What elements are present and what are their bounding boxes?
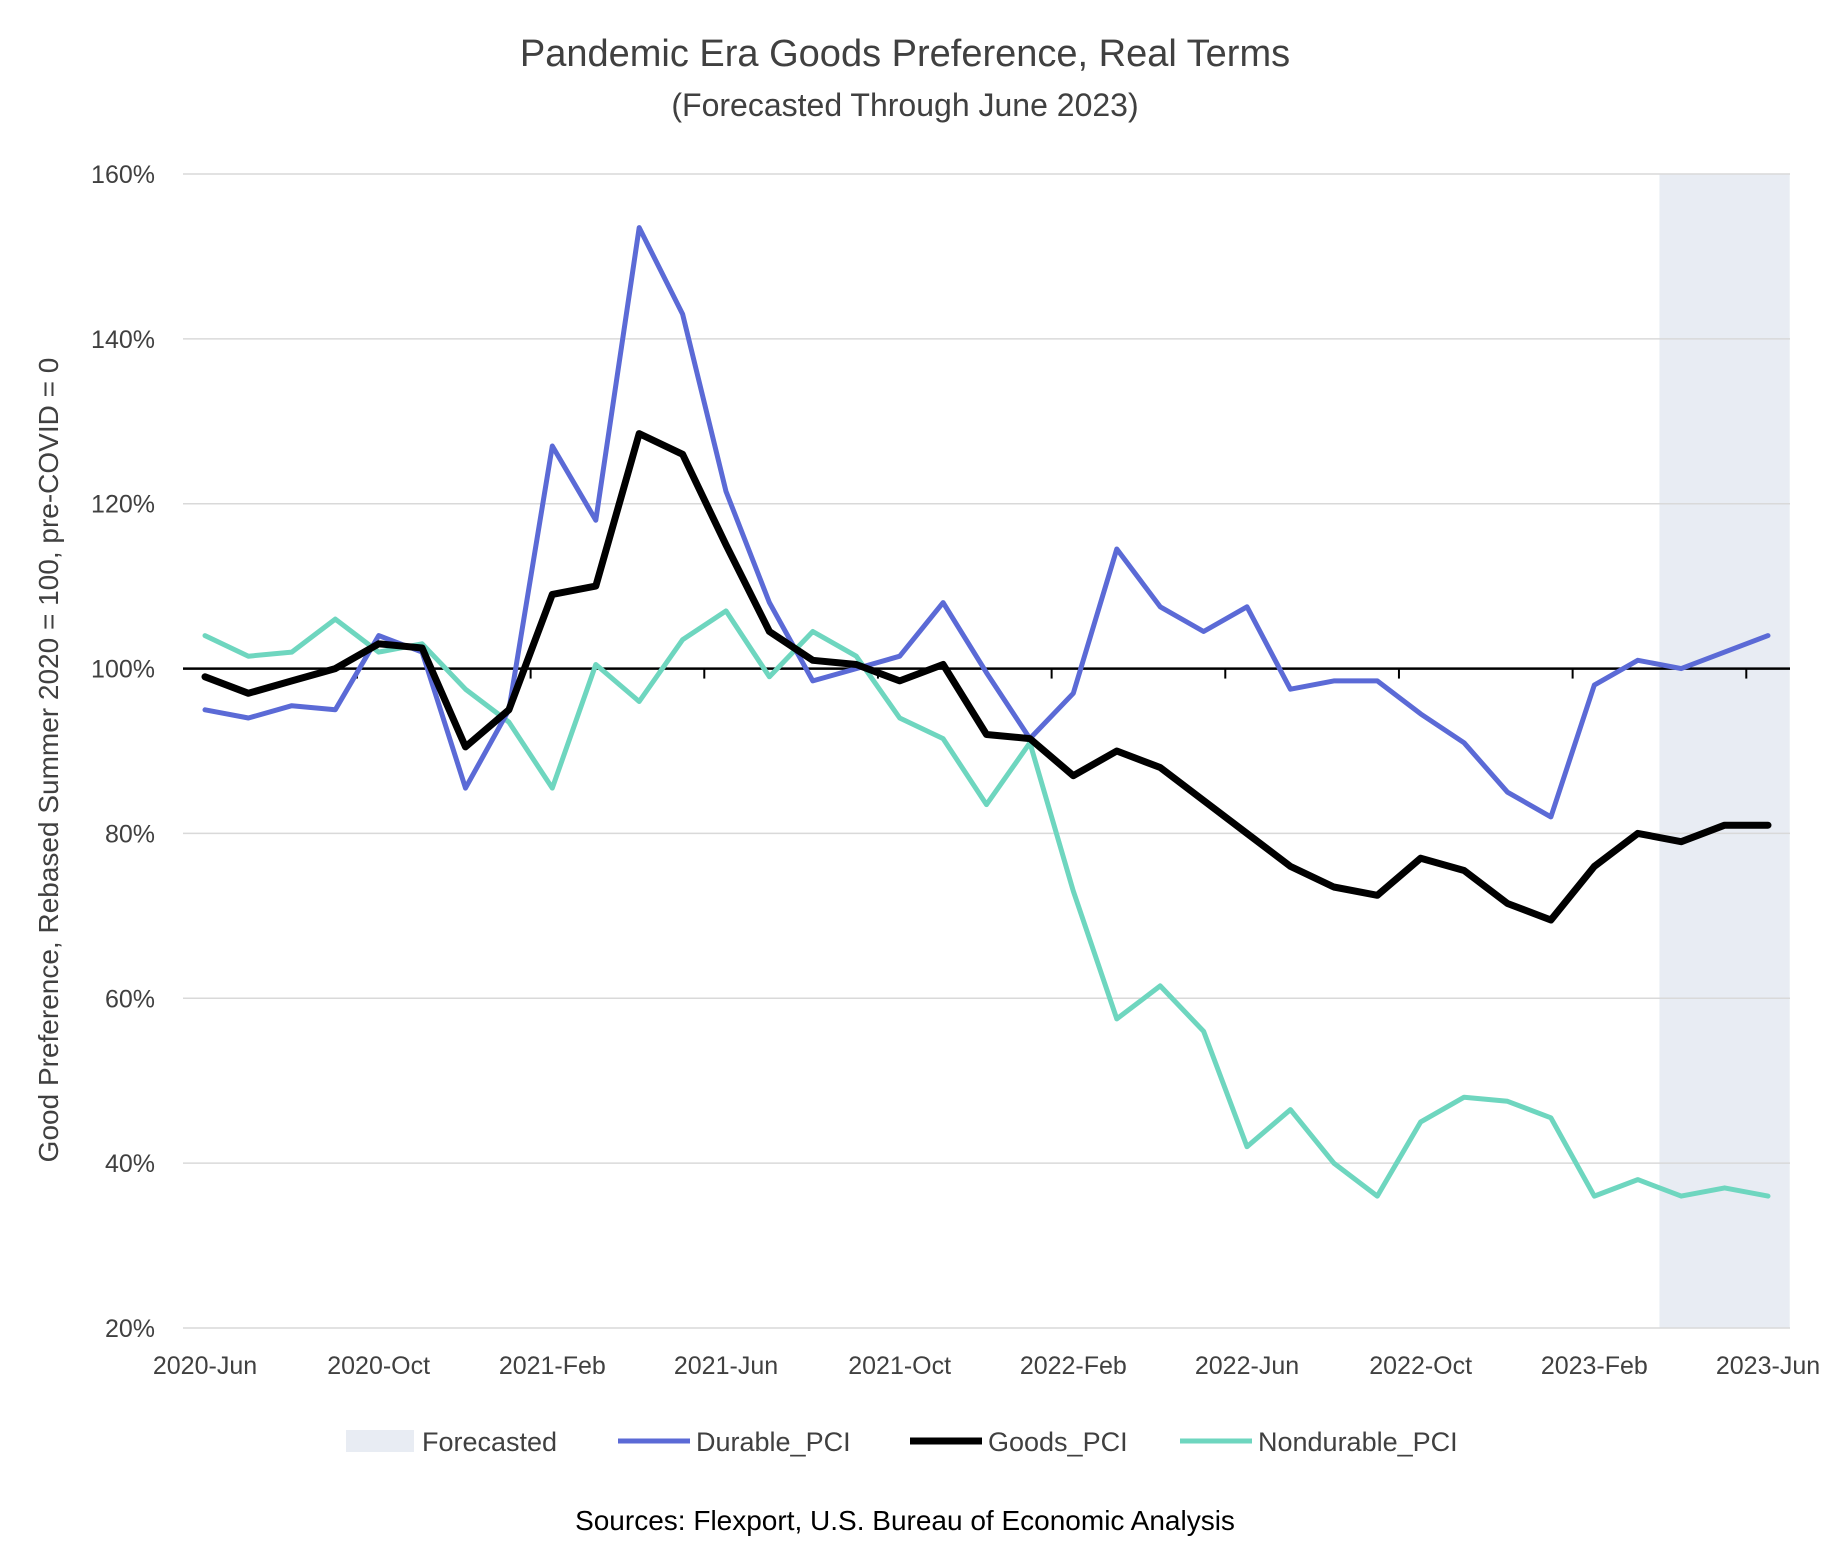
x-tick-labels: 2020-Jun 2020-Oct 2021-Feb 2021-Jun 2021-Oct… <box>153 1352 1820 1380</box>
x-tick-label: 2023-Feb <box>1541 1352 1648 1380</box>
y-tick-label: 20% <box>105 1315 155 1343</box>
x-tick-label: 2023-Jun <box>1716 1352 1820 1380</box>
x-tick-label: 2021-Oct <box>848 1352 951 1380</box>
forecast-shading <box>1659 174 1790 1328</box>
y-tick-label: 40% <box>105 1150 155 1178</box>
legend-swatch-forecasted <box>346 1430 414 1452</box>
series-line-nondurable-pci <box>202 608 1771 1199</box>
y-tick-label: 140% <box>91 326 155 354</box>
series-line-goods-pci <box>201 430 1772 924</box>
y-tick-label: 120% <box>91 491 155 519</box>
source-note: Sources: Flexport, U.S. Bureau of Econom… <box>575 1505 1235 1536</box>
x-tick-label: 2020-Jun <box>153 1352 257 1380</box>
y-tick-label: 100% <box>91 656 155 684</box>
x-tick-label: 2021-Feb <box>499 1352 606 1380</box>
y-tick-label: 160% <box>91 161 155 189</box>
y-tick-labels: 20% 40% 60% 80% 100% 120% 140% 160% <box>91 161 155 1343</box>
legend-label-durable: Durable_PCI <box>696 1427 851 1457</box>
y-axis-label: Good Preference, Rebased Summer 2020 = 1… <box>33 358 64 1163</box>
y-tick-label: 60% <box>105 985 155 1013</box>
gridlines <box>183 173 1790 1329</box>
x-tick-label: 2022-Feb <box>1020 1352 1127 1380</box>
plot-area: 20%40%60%80%100%120%140%160% 2020-Jun 202… <box>91 161 1820 1380</box>
chart-subtitle: (Forecasted Through June 2023) <box>671 87 1138 123</box>
series-lines <box>201 225 1772 1199</box>
legend-label-nondurable: Nondurable_PCI <box>1258 1427 1458 1457</box>
x-tick-label: 2022-Jun <box>1195 1352 1299 1380</box>
chart-title: Pandemic Era Goods Preference, Real Term… <box>520 33 1290 75</box>
x-tick-label: 2020-Oct <box>327 1352 430 1380</box>
y-tick-label: 80% <box>105 820 155 848</box>
series-line-durable-pci <box>202 225 1771 820</box>
legend-label-forecasted: Forecasted <box>422 1427 557 1457</box>
legend: Forecasted Durable_PCI Goods_PCI Nondura… <box>346 1427 1458 1457</box>
x-tick-label: 2021-Jun <box>674 1352 778 1380</box>
x-tick-label: 2022-Oct <box>1369 1352 1472 1380</box>
x-tick-marks <box>355 668 1748 679</box>
legend-label-goods: Goods_PCI <box>988 1427 1128 1457</box>
